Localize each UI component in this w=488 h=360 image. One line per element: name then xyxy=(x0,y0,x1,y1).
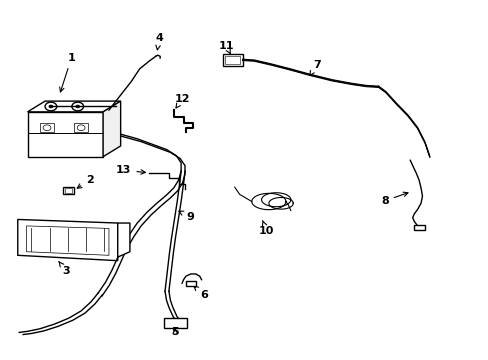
FancyBboxPatch shape xyxy=(40,123,54,132)
Circle shape xyxy=(49,105,53,108)
Polygon shape xyxy=(18,220,118,261)
Polygon shape xyxy=(27,112,103,157)
FancyBboxPatch shape xyxy=(65,188,72,193)
FancyBboxPatch shape xyxy=(225,56,240,64)
Text: 10: 10 xyxy=(258,221,274,236)
Text: 1: 1 xyxy=(60,53,75,92)
Text: 9: 9 xyxy=(179,211,193,221)
Circle shape xyxy=(77,125,85,131)
Text: 13: 13 xyxy=(116,165,145,175)
Circle shape xyxy=(43,125,51,131)
Circle shape xyxy=(76,105,80,108)
FancyBboxPatch shape xyxy=(74,123,88,132)
Text: 8: 8 xyxy=(380,192,407,206)
Polygon shape xyxy=(118,223,130,257)
FancyBboxPatch shape xyxy=(223,54,242,66)
Text: 4: 4 xyxy=(155,33,163,50)
FancyBboxPatch shape xyxy=(185,281,195,286)
Polygon shape xyxy=(103,101,121,157)
FancyBboxPatch shape xyxy=(63,187,74,194)
Text: 3: 3 xyxy=(59,261,70,276)
Text: 7: 7 xyxy=(309,59,320,76)
Polygon shape xyxy=(26,226,109,255)
Text: 2: 2 xyxy=(77,175,94,188)
Polygon shape xyxy=(27,101,121,112)
Circle shape xyxy=(72,102,83,111)
Text: 12: 12 xyxy=(174,94,189,108)
FancyBboxPatch shape xyxy=(163,318,187,328)
Text: 5: 5 xyxy=(171,327,179,337)
Text: 6: 6 xyxy=(193,286,208,301)
FancyBboxPatch shape xyxy=(413,225,424,230)
Text: 11: 11 xyxy=(218,41,233,54)
Circle shape xyxy=(45,102,57,111)
